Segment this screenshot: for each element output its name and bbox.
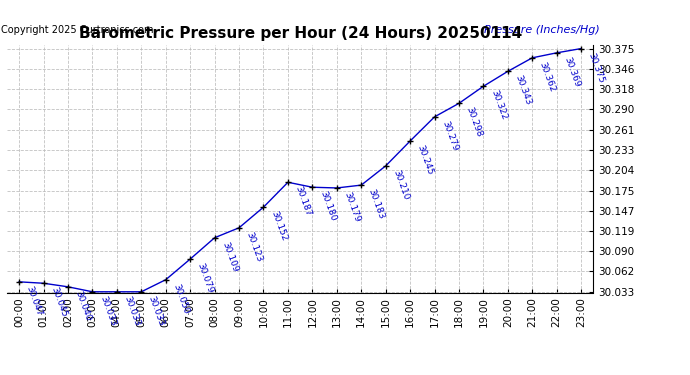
Text: 30.362: 30.362 bbox=[538, 61, 557, 93]
Text: 30.369: 30.369 bbox=[562, 56, 582, 88]
Text: 30.210: 30.210 bbox=[391, 169, 411, 201]
Text: 30.045: 30.045 bbox=[49, 286, 68, 319]
Text: 30.050: 30.050 bbox=[171, 282, 190, 315]
Text: 30.033: 30.033 bbox=[147, 295, 166, 327]
Text: 30.245: 30.245 bbox=[415, 144, 435, 176]
Text: 30.152: 30.152 bbox=[269, 210, 288, 243]
Text: 30.183: 30.183 bbox=[367, 188, 386, 220]
Text: 30.322: 30.322 bbox=[489, 89, 508, 122]
Text: 30.033: 30.033 bbox=[122, 295, 141, 327]
Text: 30.375: 30.375 bbox=[586, 51, 606, 84]
Text: 30.179: 30.179 bbox=[342, 191, 362, 224]
Text: 30.343: 30.343 bbox=[513, 74, 533, 107]
Text: 30.047: 30.047 bbox=[25, 285, 44, 317]
Text: 30.040: 30.040 bbox=[74, 290, 92, 322]
Text: 30.298: 30.298 bbox=[464, 106, 484, 139]
Text: Copyright 2025 Curtronics.com: Copyright 2025 Curtronics.com bbox=[1, 25, 154, 35]
Text: 30.187: 30.187 bbox=[293, 185, 313, 218]
Title: Barometric Pressure per Hour (24 Hours) 20250114: Barometric Pressure per Hour (24 Hours) … bbox=[79, 26, 522, 41]
Text: 30.279: 30.279 bbox=[440, 120, 460, 152]
Text: 30.079: 30.079 bbox=[196, 262, 215, 295]
Text: 30.033: 30.033 bbox=[98, 295, 117, 327]
Text: 30.180: 30.180 bbox=[318, 190, 337, 223]
Text: Pressure (Inches/Hg): Pressure (Inches/Hg) bbox=[484, 25, 599, 35]
Text: 30.123: 30.123 bbox=[245, 231, 264, 263]
Text: 30.109: 30.109 bbox=[220, 240, 239, 273]
